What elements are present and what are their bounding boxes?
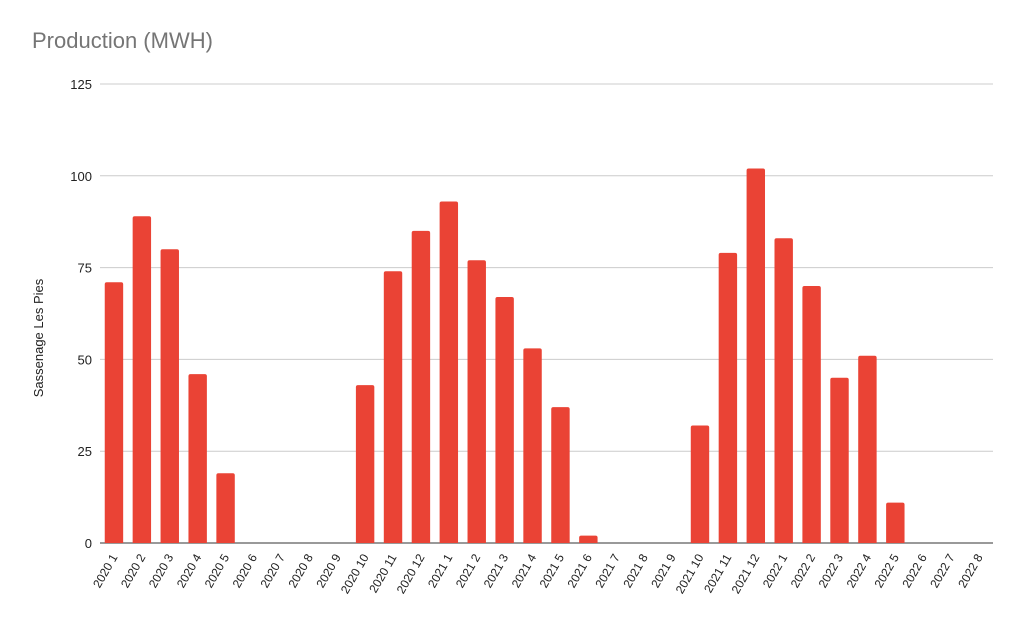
x-tick-label: 2022 4	[844, 551, 875, 590]
bar	[383, 271, 403, 543]
bar	[411, 230, 431, 543]
bar	[774, 238, 793, 543]
bar	[439, 201, 459, 543]
y-axis-label: Sassenage Les Pies	[31, 278, 46, 397]
x-tick-label: 2021 1	[425, 551, 456, 590]
x-tick-label: 2022 3	[816, 551, 847, 590]
y-tick-label: 100	[70, 169, 92, 184]
bar	[355, 385, 375, 543]
bar	[579, 535, 598, 543]
x-tick-label: 2020 3	[146, 551, 177, 590]
x-tick-label: 2022 2	[788, 551, 819, 590]
x-tick-label: 2021 4	[509, 551, 540, 590]
y-tick-label: 0	[85, 536, 92, 551]
x-tick-label: 2021 5	[537, 551, 568, 590]
y-tick-label: 25	[78, 444, 92, 459]
bar	[188, 374, 207, 543]
x-tick-label: 2020 12	[394, 551, 428, 596]
bar	[551, 407, 570, 543]
gridlines	[100, 83, 993, 544]
bar	[858, 355, 877, 543]
bar	[886, 502, 905, 543]
x-tick-label: 2022 6	[899, 551, 930, 590]
x-tick-label: 2020 6	[230, 551, 261, 590]
x-tick-label: 2020 4	[174, 551, 205, 590]
y-tick-label: 125	[70, 77, 92, 92]
y-tick-label: 50	[78, 352, 92, 367]
bar	[718, 252, 738, 544]
bar	[160, 249, 179, 544]
chart-title: Production (MWH)	[32, 28, 213, 53]
bar	[216, 473, 235, 543]
y-tick-label: 75	[78, 261, 92, 276]
x-tick-label: 2022 8	[955, 551, 986, 590]
bars	[104, 168, 905, 544]
bar	[104, 282, 124, 543]
x-tick-label: 2022 5	[871, 551, 902, 590]
x-tick-label: 2021 12	[729, 551, 763, 596]
x-tick-label: 2021 8	[620, 551, 651, 590]
x-tick-label: 2020 8	[285, 551, 316, 590]
x-tick-label: 2020 2	[118, 551, 149, 590]
x-tick-label: 2020 5	[202, 551, 233, 590]
x-tick-label: 2020 1	[90, 551, 121, 590]
x-tick-label: 2021 7	[592, 551, 623, 590]
x-tick-label: 2022 7	[927, 551, 958, 590]
bar	[495, 296, 514, 543]
x-tick-label: 2021 6	[564, 551, 595, 590]
bar	[132, 216, 152, 543]
x-tick-label: 2020 7	[258, 551, 289, 590]
bar	[830, 377, 849, 543]
x-tick-label: 2021 3	[481, 551, 512, 590]
x-tick-label: 2020 9	[313, 551, 344, 590]
bar	[690, 425, 710, 543]
bar	[467, 260, 486, 543]
x-tick-label: 2021 2	[453, 551, 484, 590]
bar	[523, 348, 542, 543]
y-axis-ticks: 0 25 50 75 100 125	[70, 77, 92, 551]
x-tick-label: 2021 9	[648, 551, 679, 590]
bar	[802, 285, 821, 543]
bar	[746, 168, 766, 543]
x-tick-label: 2022 1	[760, 551, 791, 590]
